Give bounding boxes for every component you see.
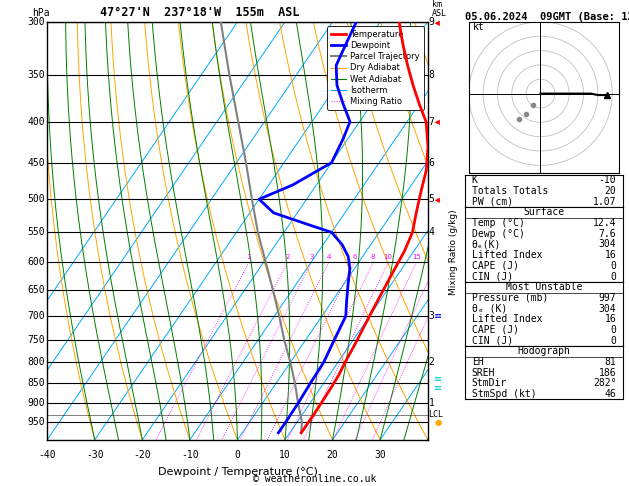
Text: 3: 3	[309, 254, 313, 260]
Text: -20: -20	[133, 450, 151, 460]
Text: SREH: SREH	[472, 368, 495, 378]
Text: 8: 8	[428, 70, 435, 80]
Text: 16: 16	[604, 250, 616, 260]
Text: 2: 2	[428, 357, 435, 367]
Text: 650: 650	[28, 285, 45, 295]
Text: 15: 15	[412, 254, 421, 260]
Text: Mixing Ratio (g/kg): Mixing Ratio (g/kg)	[448, 209, 458, 295]
Text: 46: 46	[604, 389, 616, 399]
Text: 400: 400	[28, 117, 45, 127]
Text: 6: 6	[352, 254, 357, 260]
Text: LCL: LCL	[428, 410, 443, 419]
Text: 186: 186	[599, 368, 616, 378]
Text: 1: 1	[428, 398, 435, 408]
Text: CAPE (J): CAPE (J)	[472, 261, 519, 271]
Text: ≡: ≡	[435, 374, 442, 383]
Text: θₑ (K): θₑ (K)	[472, 304, 507, 313]
Text: 7: 7	[428, 117, 435, 127]
Text: 6: 6	[428, 157, 435, 168]
Text: 8: 8	[371, 254, 376, 260]
Text: CIN (J): CIN (J)	[472, 336, 513, 346]
Text: Hodograph: Hodograph	[518, 347, 571, 356]
Text: 0: 0	[235, 450, 240, 460]
Text: 0: 0	[611, 325, 616, 335]
Text: 4: 4	[428, 227, 435, 237]
Text: Most Unstable: Most Unstable	[506, 282, 582, 292]
Text: ▲: ▲	[435, 119, 442, 124]
Text: 30: 30	[374, 450, 386, 460]
Legend: Temperature, Dewpoint, Parcel Trajectory, Dry Adiabat, Wet Adiabat, Isotherm, Mi: Temperature, Dewpoint, Parcel Trajectory…	[327, 26, 423, 110]
Text: -10: -10	[181, 450, 199, 460]
Text: θₑ(K): θₑ(K)	[472, 240, 501, 249]
Text: 2: 2	[285, 254, 289, 260]
Text: 700: 700	[28, 311, 45, 321]
Text: 0: 0	[611, 336, 616, 346]
Text: CAPE (J): CAPE (J)	[472, 325, 519, 335]
Text: 10: 10	[384, 254, 392, 260]
Text: 81: 81	[604, 357, 616, 367]
Text: 350: 350	[28, 70, 45, 80]
Text: 900: 900	[28, 398, 45, 408]
Text: kt: kt	[473, 22, 485, 33]
Text: Pressure (mb): Pressure (mb)	[472, 293, 548, 303]
Text: 997: 997	[599, 293, 616, 303]
Text: Dewpoint / Temperature (°C): Dewpoint / Temperature (°C)	[157, 467, 318, 477]
Text: 16: 16	[604, 314, 616, 324]
Text: 4: 4	[326, 254, 331, 260]
Text: Totals Totals: Totals Totals	[472, 186, 548, 196]
Text: 0: 0	[611, 261, 616, 271]
Text: Surface: Surface	[523, 208, 565, 217]
Text: ≡: ≡	[435, 311, 442, 321]
Text: 950: 950	[28, 417, 45, 427]
Text: 1.07: 1.07	[593, 197, 616, 207]
Text: 750: 750	[28, 335, 45, 345]
Text: 600: 600	[28, 258, 45, 267]
Text: 304: 304	[599, 240, 616, 249]
Text: ▲: ▲	[435, 196, 442, 202]
Text: 850: 850	[28, 379, 45, 388]
Text: 5: 5	[428, 194, 435, 204]
Text: 450: 450	[28, 157, 45, 168]
Text: PW (cm): PW (cm)	[472, 197, 513, 207]
Text: 304: 304	[599, 304, 616, 313]
Text: Dewp (°C): Dewp (°C)	[472, 229, 525, 239]
Text: 10: 10	[279, 450, 291, 460]
Text: -40: -40	[38, 450, 56, 460]
Text: Temp (°C): Temp (°C)	[472, 218, 525, 228]
Text: K: K	[472, 175, 477, 185]
Text: 282°: 282°	[593, 379, 616, 388]
Text: -30: -30	[86, 450, 104, 460]
Text: 800: 800	[28, 357, 45, 367]
Text: 1: 1	[247, 254, 251, 260]
Text: 20: 20	[604, 186, 616, 196]
Text: 500: 500	[28, 194, 45, 204]
Text: ●: ●	[435, 417, 442, 427]
Text: Lifted Index: Lifted Index	[472, 250, 542, 260]
Text: ≡: ≡	[435, 383, 442, 393]
Text: 7.6: 7.6	[599, 229, 616, 239]
Text: hPa: hPa	[32, 8, 50, 17]
Text: km
ASL: km ASL	[431, 0, 447, 17]
Text: 12.4: 12.4	[593, 218, 616, 228]
Text: 9: 9	[428, 17, 435, 27]
Text: 550: 550	[28, 227, 45, 237]
Text: © weatheronline.co.uk: © weatheronline.co.uk	[253, 473, 376, 484]
Text: StmDir: StmDir	[472, 379, 507, 388]
Text: EH: EH	[472, 357, 484, 367]
Text: 05.06.2024  09GMT (Base: 12): 05.06.2024 09GMT (Base: 12)	[465, 12, 629, 22]
Text: -10: -10	[599, 175, 616, 185]
Text: Lifted Index: Lifted Index	[472, 314, 542, 324]
Text: ▲: ▲	[435, 19, 442, 25]
Text: 0: 0	[611, 272, 616, 281]
Text: 47°27'N  237°18'W  155m  ASL: 47°27'N 237°18'W 155m ASL	[99, 6, 299, 19]
Text: CIN (J): CIN (J)	[472, 272, 513, 281]
Text: 300: 300	[28, 17, 45, 27]
Text: 20: 20	[326, 450, 338, 460]
Text: StmSpd (kt): StmSpd (kt)	[472, 389, 537, 399]
Text: 3: 3	[428, 311, 435, 321]
